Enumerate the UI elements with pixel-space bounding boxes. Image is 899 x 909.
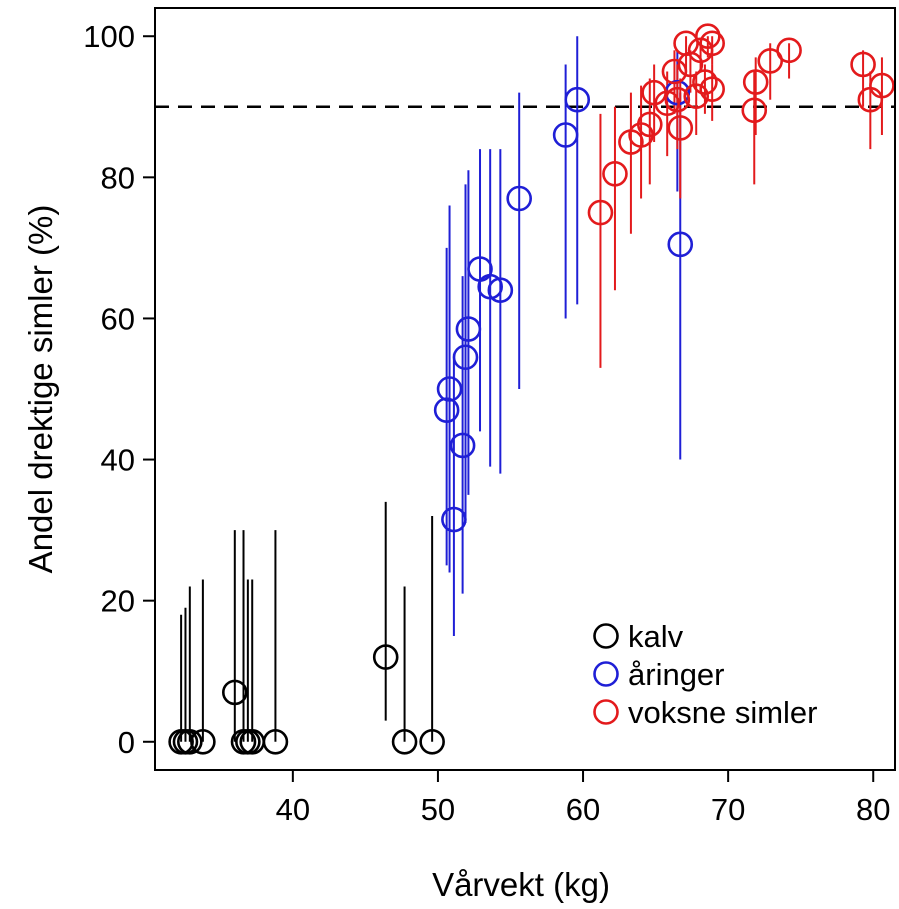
- data-point-kalv: [177, 728, 203, 755]
- legend-marker-åringer: [593, 661, 619, 687]
- data-point-åringer: [436, 376, 463, 402]
- data-point-voksne-simler: [699, 76, 725, 102]
- data-point-voksne-simler: [664, 86, 691, 113]
- data-point-voksne-simler: [602, 161, 628, 187]
- data-point-voksne-simler: [667, 115, 694, 141]
- y-tick-label: 40: [101, 443, 135, 478]
- data-point-åringer: [667, 231, 694, 258]
- data-point-åringer: [441, 506, 467, 533]
- y-tick-label: 100: [83, 19, 135, 54]
- data-point-voksne-simler: [587, 199, 614, 226]
- data-point-åringer: [564, 86, 591, 113]
- y-tick-label: 0: [118, 725, 135, 760]
- data-point-åringer: [433, 397, 460, 423]
- x-tick-label: 50: [421, 792, 455, 827]
- data-point-voksne-simler: [742, 69, 769, 95]
- plot-frame: [154, 7, 896, 771]
- data-point-åringer: [449, 432, 476, 459]
- legend-label-kalv: kalv: [628, 619, 684, 654]
- data-point-voksne-simler: [692, 69, 718, 95]
- data-point-voksne-simler: [869, 72, 895, 99]
- data-point-voksne-simler: [850, 51, 876, 78]
- data-point-voksne-simler: [695, 23, 721, 50]
- data-point-kalv: [419, 728, 445, 755]
- x-tick-label: 70: [711, 792, 745, 827]
- y-axis-title: Andel drektige simler (%): [22, 205, 59, 574]
- data-point-åringer: [455, 316, 482, 342]
- legend-label-åringer: åringer: [628, 657, 725, 692]
- data-point-kalv: [222, 679, 248, 706]
- data-point-kalv: [262, 728, 289, 755]
- y-tick-label: 60: [101, 301, 135, 336]
- x-tick-label: 40: [276, 792, 310, 827]
- y-tick-label: 80: [101, 160, 135, 195]
- data-point-åringer: [552, 122, 579, 148]
- axis-layer: 40 50 60 70 80 0 20 40 60 80 100: [83, 19, 890, 827]
- point-layer: [168, 23, 895, 755]
- data-point-åringer: [452, 344, 479, 371]
- data-point-voksne-simler: [741, 97, 768, 124]
- data-point-åringer: [506, 185, 532, 212]
- legend-marker-kalv: [593, 623, 619, 649]
- x-tick-label: 60: [566, 792, 600, 827]
- data-point-voksne-simler: [757, 48, 784, 74]
- data-point-åringer: [477, 273, 503, 300]
- data-point-voksne-simler: [699, 30, 725, 57]
- legend-marker-voksne-simler: [593, 699, 619, 725]
- data-point-åringer: [487, 277, 514, 304]
- data-point-kalv: [391, 728, 418, 755]
- legend-label-voksne-simler: voksne simler: [628, 695, 818, 730]
- y-tick-label: 20: [101, 584, 135, 619]
- data-point-kalv: [372, 644, 399, 670]
- x-axis-title: Vårvekt (kg): [432, 866, 610, 903]
- data-point-kalv: [190, 728, 216, 755]
- data-point-voksne-simler: [776, 37, 802, 64]
- error-bar-layer: [180, 36, 883, 742]
- data-point-voksne-simler: [654, 90, 680, 117]
- data-point-voksne-simler: [661, 58, 688, 85]
- data-point-voksne-simler: [683, 83, 710, 109]
- x-tick-label: 80: [856, 792, 890, 827]
- data-point-voksne-simler: [636, 111, 663, 138]
